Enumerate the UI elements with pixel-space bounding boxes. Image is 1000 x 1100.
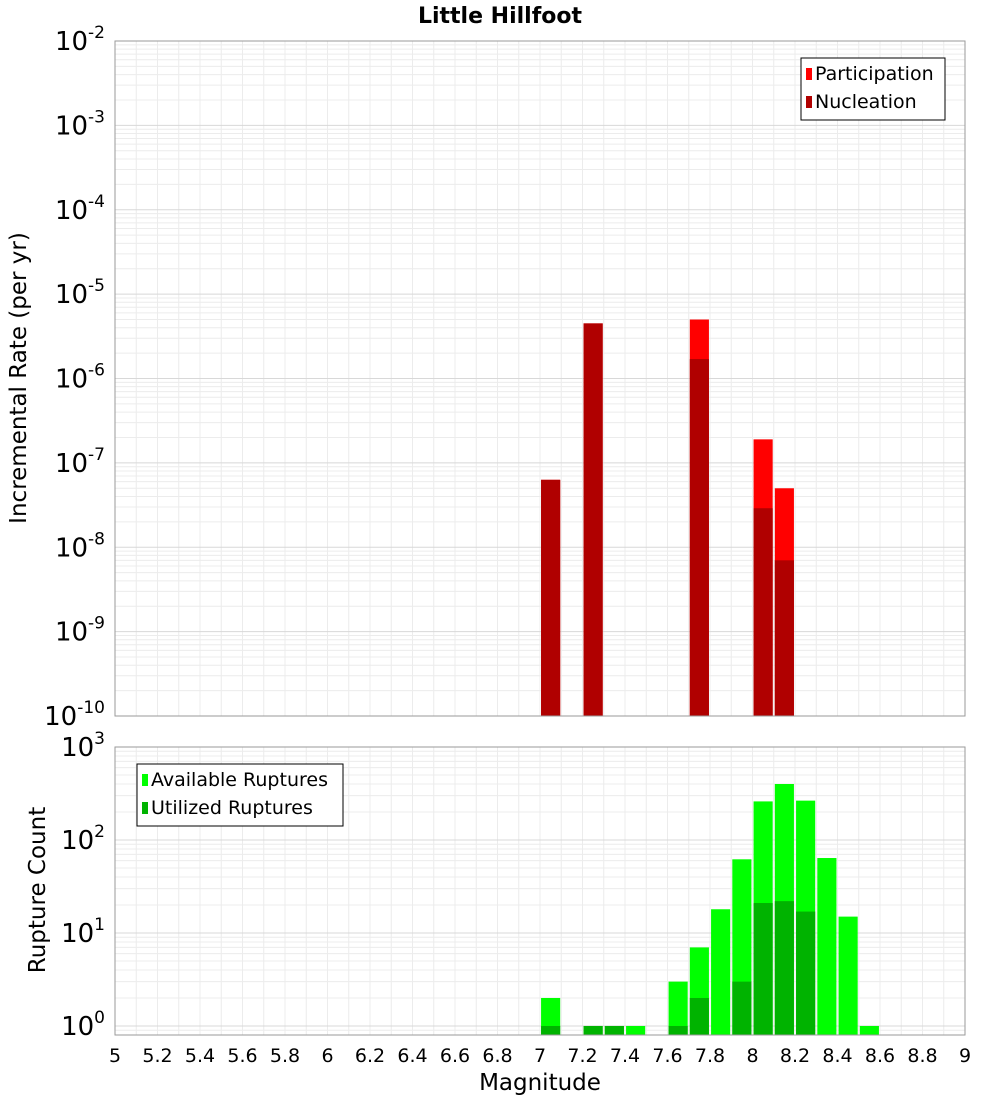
bar [774, 560, 794, 716]
x-tick-label: 6.2 [355, 1045, 385, 1067]
bar [753, 508, 773, 716]
bar [541, 1025, 561, 1035]
x-tick-label: 5.2 [142, 1045, 172, 1067]
legend-swatch [806, 96, 812, 108]
x-tick-label: 5.6 [227, 1045, 257, 1067]
legend-label: Available Ruptures [151, 769, 328, 791]
bar [604, 1025, 624, 1035]
top-y-axis-label: Incremental Rate (per yr) [6, 232, 32, 524]
y-tick-label: 10-5 [55, 276, 105, 310]
x-tick-label: 7.2 [567, 1045, 597, 1067]
bar [796, 911, 816, 1035]
x-tick-label: 5.4 [185, 1045, 215, 1067]
y-tick-label: 10-6 [55, 361, 105, 395]
y-tick-labels: 10-2 10-3 10-4 10-5 10-6 10-7 10-8 10-9 10-10 [44, 23, 105, 732]
bottom-y-axis-label: Rupture Count [25, 807, 51, 973]
bar [838, 916, 858, 1035]
bar [689, 359, 709, 716]
x-tick-labels: 5 5.2 5.4 5.6 5.8 6 6.2 6.4 6.6 6.8 7 7.2 7.4 7.6 7.8 8… [109, 1045, 971, 1067]
x-tick-label: 8.6 [865, 1045, 895, 1067]
y-tick-label: 102 [61, 822, 105, 856]
y-tick-label: 101 [61, 915, 105, 949]
legend: Participation Nucleation [800, 57, 946, 121]
bar [859, 1025, 879, 1035]
bar [732, 981, 752, 1035]
legend-swatch [142, 774, 148, 786]
series-1 [541, 323, 794, 716]
bar [626, 1025, 646, 1035]
legend-swatch [806, 68, 812, 80]
y-tick-label: 10-9 [55, 614, 105, 648]
x-tick-label: 7.4 [610, 1045, 640, 1067]
legend-box [800, 57, 946, 121]
x-tick-label: 5.8 [270, 1045, 300, 1067]
x-tick-label: 8 [746, 1045, 758, 1067]
legend: Available Ruptures Utilized Ruptures [136, 763, 344, 827]
x-tick-label: 8.8 [907, 1045, 937, 1067]
series-1 [541, 901, 816, 1035]
y-tick-label: 10-7 [55, 445, 105, 479]
bar [668, 1025, 688, 1035]
x-tick-label: 7 [534, 1045, 546, 1067]
x-axis-label: Magnitude [479, 1070, 601, 1096]
chart-title: Little Hillfoot [418, 4, 583, 29]
y-tick-label: 100 [61, 1008, 105, 1042]
x-tick-label: 8.2 [780, 1045, 810, 1067]
y-tick-label: 103 [61, 729, 105, 763]
x-tick-label: 7.8 [695, 1045, 725, 1067]
x-tick-label: 5 [109, 1045, 121, 1067]
bar [668, 981, 688, 1035]
bar [817, 858, 837, 1035]
x-tick-label: 7.6 [652, 1045, 682, 1067]
bar [711, 909, 731, 1035]
bar [753, 903, 773, 1035]
x-tick-label: 6.6 [440, 1045, 470, 1067]
legend-label: Nucleation [815, 91, 917, 113]
legend-swatch [142, 802, 148, 814]
y-tick-label: 10-2 [55, 23, 105, 57]
y-tick-label: 10-10 [44, 698, 105, 732]
x-tick-label: 6.4 [397, 1045, 427, 1067]
bar [583, 1025, 603, 1035]
bar [583, 323, 603, 716]
plot-frame [114, 40, 966, 717]
bar [541, 997, 561, 1035]
top-plot-panel: 10-2 10-3 10-4 10-5 10-6 10-7 10-8 10-9 10-10 Par… [44, 23, 966, 732]
legend-label: Participation [815, 63, 934, 85]
x-tick-label: 8.4 [822, 1045, 852, 1067]
y-tick-label: 10-3 [55, 107, 105, 141]
grid [114, 41, 966, 717]
x-tick-label: 6.8 [482, 1045, 512, 1067]
y-tick-label: 10-4 [55, 192, 105, 226]
bar [541, 479, 561, 716]
y-tick-label: 10-8 [55, 529, 105, 563]
y-tick-labels: 103 102 101 100 [61, 729, 105, 1042]
legend-box [136, 763, 344, 827]
bar [774, 901, 794, 1035]
x-tick-label: 6 [321, 1045, 333, 1067]
legend-label: Utilized Ruptures [151, 797, 313, 819]
bar [689, 997, 709, 1035]
plot-frame [114, 746, 966, 1036]
x-tick-label: 9 [959, 1045, 971, 1067]
